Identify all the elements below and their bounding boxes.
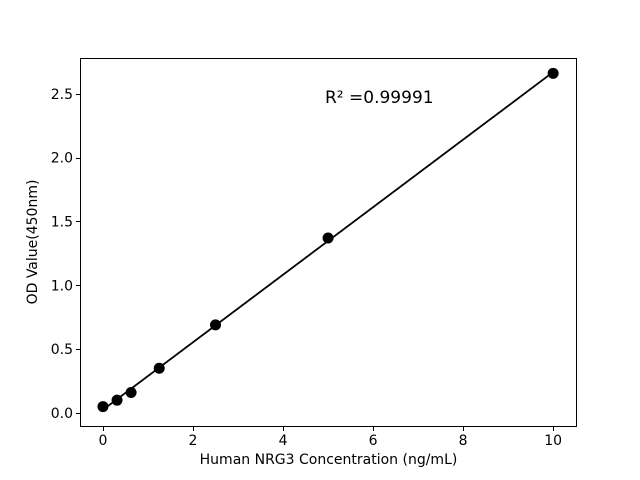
y-tick-label: 2.5 (51, 87, 73, 103)
y-axis-label: OD Value(450nm) (25, 179, 41, 305)
data-point (210, 319, 222, 331)
y-tick-label: 1.0 (51, 278, 73, 294)
data-point (125, 387, 137, 399)
x-tick-label: 4 (279, 433, 288, 449)
y-tick-label: 0.0 (51, 406, 73, 422)
data-point (547, 67, 559, 79)
data-point (322, 232, 334, 244)
data-point (153, 362, 165, 374)
r-squared-annotation: R² =0.99991 (325, 88, 434, 108)
data-point (111, 394, 123, 406)
y-tick-label: 0.5 (51, 342, 73, 358)
x-tick-label: 6 (369, 433, 378, 449)
y-tick-label: 2.0 (51, 151, 73, 167)
y-tick-label: 1.5 (51, 214, 73, 230)
x-tick-label: 2 (189, 433, 198, 449)
x-axis-label: Human NRG3 Concentration (ng/mL) (199, 452, 458, 468)
x-tick-label: 0 (98, 433, 107, 449)
axes-frame (80, 58, 577, 427)
data-point (97, 401, 109, 413)
x-tick-label: 10 (544, 433, 562, 449)
x-tick-label: 8 (459, 433, 468, 449)
